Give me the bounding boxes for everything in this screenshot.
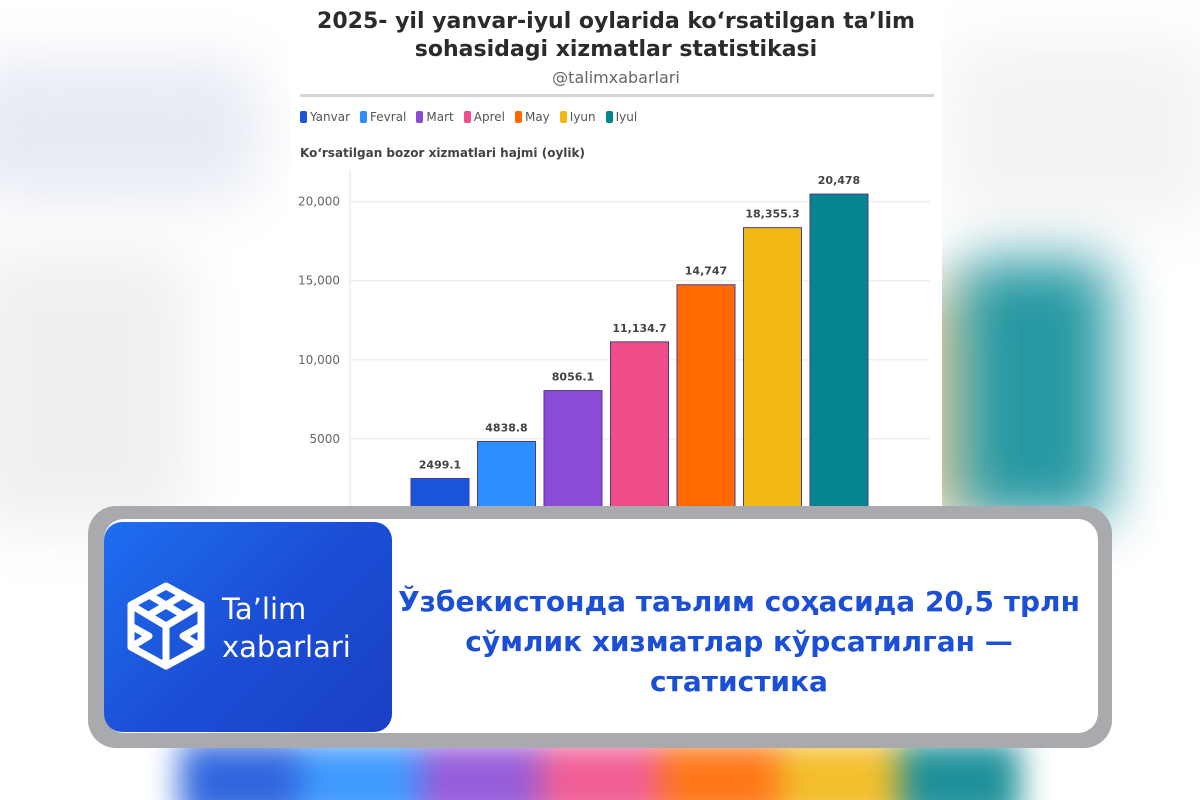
background-blur-bottom-bars [180,742,1020,800]
bar-value-label: 11,134.7 [612,322,666,335]
logo-wordmark: Ta’lim xabarlari [222,590,351,666]
y-tick-label: 10,000 [298,353,340,367]
legend-item-may: May [514,110,550,124]
background-blur-left [0,250,190,530]
logo-wordmark-line2: xabarlari [222,630,351,664]
chart-legend: Yanvar Fevral Mart Aprel May Iyun Iyul [300,110,637,124]
title-divider [300,94,934,97]
banner-headline: Ўзбекистонда таълим соҳасида 20,5 трлн с… [394,582,1084,702]
legend-swatch [360,111,368,123]
chart-title: Ko‘rsatilgan bozor xizmatlari hajmi (oyl… [300,146,585,160]
bar-value-label: 14,747 [685,265,727,278]
banner-headline-line2: сўмлик хизматлар кўрсатилган — статистик… [465,625,1013,698]
legend-label: Aprel [473,110,505,124]
bar-value-label: 4838.8 [485,421,527,434]
legend-label: Iyun [569,110,596,124]
legend-label: Fevral [370,110,407,124]
legend-label: Yanvar [310,110,351,124]
y-tick-label: 15,000 [298,274,340,288]
legend-swatch [514,111,522,123]
bar-mart [543,390,603,519]
bar-iyun [743,227,802,519]
bar-value-label: 8056.1 [552,371,594,384]
legend-item-fevral: Fevral [360,110,406,124]
legend-label: Iyul [615,110,638,124]
channel-handle: @talimxabarlari [552,68,680,87]
bottom-blur-bar [540,742,660,800]
legend-item-iyun: Iyun [559,110,596,124]
bar-value-label: 20,478 [818,174,860,187]
legend-label: May [524,110,550,124]
box-cube-icon [127,582,205,670]
legend-swatch [416,111,424,123]
chart-card-title-line2: sohasidagi xizmatlar statistikasi [414,37,818,62]
legend-swatch [605,111,613,123]
y-tick-label: 5000 [309,432,340,446]
bar-iyul [809,193,869,519]
bar-may [676,284,736,519]
background-blur-left-top [0,60,260,200]
bottom-blur-bar [300,742,420,800]
bottom-blur-bar [780,742,900,800]
bar-chart: 0500010,00015,00020,0002499.14838.88056.… [298,170,930,525]
bar-value-label: 18,355.3 [745,208,799,221]
legend-swatch [559,111,567,123]
legend-item-yanvar: Yanvar [300,110,350,124]
bar-fevral [477,440,536,519]
background-blur-right-top [950,40,1200,220]
bottom-blur-bar [900,742,1020,800]
legend-label: Mart [426,110,454,124]
bottom-blur-bar [660,742,780,800]
chart-card-title-line1: 2025- yil yanvar-iyul oylarida ko‘rsatil… [317,9,915,34]
background-blur-right-teal [960,260,1110,520]
bottom-blur-bar [420,742,540,800]
legend-item-aprel: Aprel [463,110,505,124]
bar-aprel [610,341,669,519]
legend-swatch [300,111,307,123]
logo-wordmark-line1: Ta’lim [222,592,307,626]
legend-item-mart: Mart [416,110,454,124]
chart-card: 2025- yil yanvar-iyul oylarida ko‘rsatil… [290,0,942,560]
chart-card-title: 2025- yil yanvar-iyul oylarida ko‘rsatil… [290,8,942,64]
bottom-blur-bar [180,742,300,800]
legend-item-iyul: Iyul [605,110,638,124]
y-tick-label: 20,000 [298,195,340,209]
banner-headline-line1: Ўзбекистонда таълим соҳасида 20,5 трлн [398,585,1080,618]
bar-value-label: 2499.1 [419,458,461,471]
legend-swatch [463,111,471,123]
logo-box [104,522,392,732]
